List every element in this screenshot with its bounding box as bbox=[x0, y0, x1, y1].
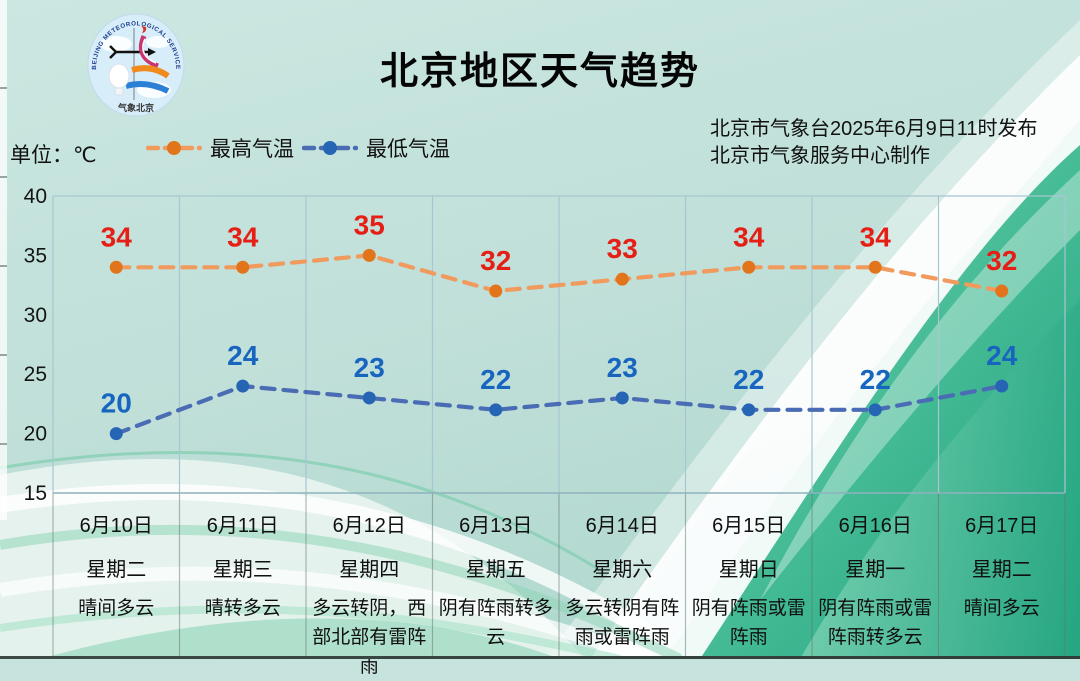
legend-item-low-temp: 最低气温 bbox=[302, 133, 450, 163]
high-temp-value-label: 32 bbox=[986, 245, 1017, 276]
high-temp-line bbox=[114, 253, 1004, 294]
logo-bottom-text: 气象北京 bbox=[117, 102, 154, 113]
y-axis-tick: 15 bbox=[24, 482, 47, 505]
day-column: 6月16日星期一阴有阵雨或雷阵雨转多云 bbox=[812, 500, 939, 681]
legend-label-high-temp: 最高气温 bbox=[210, 138, 294, 161]
day-weekday: 星期日 bbox=[718, 559, 779, 581]
day-weekday: 星期六 bbox=[592, 559, 653, 581]
day-date: 6月17日 bbox=[965, 515, 1039, 537]
low-temp-value-label: 24 bbox=[227, 340, 259, 371]
high-temp-point bbox=[995, 284, 1009, 298]
day-weekday: 星期二 bbox=[86, 559, 147, 581]
day-weather: 晴间多云 bbox=[963, 598, 1040, 619]
low-temp-point bbox=[615, 391, 629, 405]
day-weather: 多云转阴有阵雨或雷阵雨 bbox=[565, 598, 680, 648]
day-weekday: 星期一 bbox=[845, 559, 906, 581]
high-temp-point bbox=[236, 260, 250, 274]
low-temp-point bbox=[489, 403, 503, 417]
legend-label-low-temp: 最低气温 bbox=[366, 138, 450, 161]
y-axis-tick: 25 bbox=[24, 363, 47, 386]
day-weekday: 星期五 bbox=[465, 559, 526, 581]
y-axis-tick: 40 bbox=[24, 185, 47, 208]
day-date: 6月13日 bbox=[459, 515, 533, 537]
day-weekday: 星期三 bbox=[212, 559, 273, 581]
day-column: 6月13日星期五阴有阵雨转多云 bbox=[433, 500, 560, 681]
day-date: 6月15日 bbox=[712, 515, 786, 537]
high-temp-point bbox=[615, 272, 629, 286]
day-weather: 阴有阵雨或雷阵雨转多云 bbox=[818, 598, 933, 648]
high-temp-point bbox=[868, 260, 882, 274]
y-axis-tick: 35 bbox=[24, 244, 47, 267]
low-temp-value-label: 23 bbox=[354, 352, 385, 383]
day-weather: 阴有阵雨转多云 bbox=[438, 598, 553, 648]
bottom-edge-strip bbox=[0, 656, 1080, 659]
day-date: 6月14日 bbox=[585, 515, 659, 537]
high-temp-point bbox=[109, 260, 123, 274]
high-temp-value-label: 35 bbox=[354, 209, 385, 240]
low-temp-value-label: 22 bbox=[480, 364, 511, 395]
low-temp-value-label: 20 bbox=[101, 388, 132, 419]
day-date: 6月10日 bbox=[79, 515, 153, 537]
day-weather: 阴有阵雨或雷阵雨 bbox=[691, 598, 806, 648]
day-weather: 多云转阴，西部北部有雷阵雨 bbox=[312, 598, 427, 677]
high-temp-line-swatch bbox=[146, 141, 202, 155]
y-axis-tick: 30 bbox=[24, 304, 47, 327]
low-temp-point bbox=[742, 403, 756, 417]
high-temp-point bbox=[742, 260, 756, 274]
day-column: 6月17日星期二晴间多云 bbox=[939, 500, 1066, 681]
day-weekday: 星期二 bbox=[971, 559, 1032, 581]
low-temp-value-label: 24 bbox=[986, 340, 1018, 371]
low-temp-value-label: 23 bbox=[607, 352, 638, 383]
day-weather: 晴间多云 bbox=[78, 598, 155, 619]
high-temp-value-label: 34 bbox=[733, 221, 765, 252]
high-temp-point bbox=[489, 284, 503, 298]
low-temp-value-label: 22 bbox=[733, 364, 764, 395]
high-temp-value-label: 34 bbox=[860, 221, 892, 252]
day-column: 6月11日星期三晴转多云 bbox=[180, 500, 307, 681]
publisher-line1: 北京市气象台2025年6月9日11时发布 bbox=[710, 118, 1038, 140]
low-temp-point bbox=[236, 379, 250, 393]
high-temp-value-label: 32 bbox=[480, 245, 511, 276]
page-title: 北京地区天气趋势 bbox=[379, 51, 700, 93]
day-date: 6月11日 bbox=[206, 515, 279, 537]
day-column: 6月10日星期二晴间多云 bbox=[53, 500, 180, 681]
y-axis-tick: 20 bbox=[24, 423, 47, 446]
legend-item-high-temp: 最高气温 bbox=[146, 133, 294, 163]
low-temp-line-swatch bbox=[302, 141, 358, 155]
high-temp-value-label: 34 bbox=[101, 221, 133, 252]
low-temp-point bbox=[109, 427, 123, 441]
publisher-info: 北京市气象台2025年6月9日11时发布 北京市气象服务中心制作 bbox=[710, 116, 1038, 170]
temperature-trend-chart: 40 35 30 25 20 15 34 34 35 32 33 34 34 32 20 24 23 22 23 22… bbox=[24, 185, 1066, 656]
low-temp-value-label: 22 bbox=[860, 364, 891, 395]
slide-edge-ruler bbox=[0, 0, 7, 520]
day-column: 6月12日星期四多云转阴，西部北部有雷阵雨 bbox=[306, 500, 433, 681]
day-weekday: 星期四 bbox=[339, 559, 400, 581]
low-temp-point bbox=[868, 403, 882, 417]
beijing-meteorological-service-logo: BEIJING METEOROLOGICAL SERVICE 气象北京 bbox=[87, 13, 185, 117]
high-temp-point bbox=[362, 248, 376, 262]
low-temp-line bbox=[114, 383, 1004, 436]
high-temp-value-label: 33 bbox=[607, 233, 638, 264]
day-column: 6月14日星期六多云转阴有阵雨或雷阵雨 bbox=[559, 500, 686, 681]
day-column: 6月15日星期日阴有阵雨或雷阵雨 bbox=[686, 500, 813, 681]
day-weather: 晴转多云 bbox=[204, 598, 281, 619]
low-temp-point bbox=[362, 391, 376, 405]
unit-label: 单位：℃ bbox=[10, 144, 97, 167]
day-date: 6月12日 bbox=[332, 515, 406, 537]
low-temp-point bbox=[995, 379, 1009, 393]
day-forecast-table: 6月10日 星期二 晴间多云 6月11日 星期三 晴转多云 6月12日 星期四 多云转阴，西部北… bbox=[53, 500, 1065, 681]
day-date: 6月16日 bbox=[838, 515, 912, 537]
publisher-line2: 北京市气象服务中心制作 bbox=[710, 145, 930, 167]
high-temp-value-label: 34 bbox=[227, 221, 259, 252]
